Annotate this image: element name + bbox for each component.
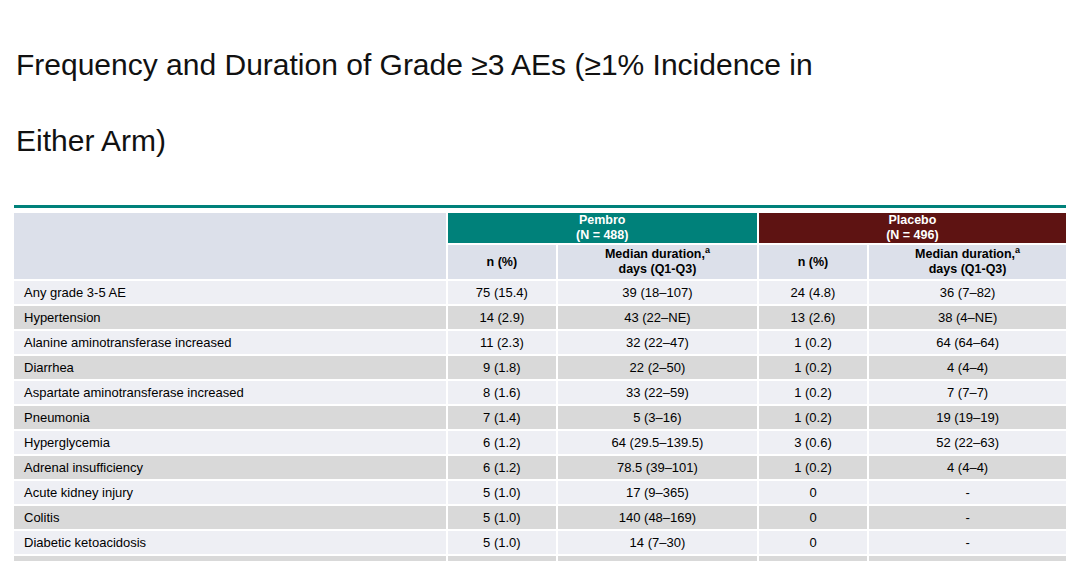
table-row: Acute kidney injury5 (1.0)17 (9–365)0-	[14, 481, 1066, 504]
table-row: Any grade 3-5 AE75 (15.4)39 (18–107)24 (…	[14, 281, 1066, 304]
value-cell: 0	[759, 531, 867, 554]
slide: Frequency and Duration of Grade ≥3 AEs (…	[0, 8, 1080, 561]
ae-frequency-duration-table: Pembro (N = 488) Placebo (N = 496) n (%)…	[12, 211, 1068, 561]
duration-header-text: Median duration,	[915, 247, 1015, 261]
value-cell: 1 (0.2)	[759, 406, 867, 429]
value-cell: 7 (7–7)	[869, 381, 1066, 404]
table-row: Fatigue5 (1.0)546 (122–NE)0-	[14, 556, 1066, 561]
placebo-group-n: (N = 496)	[763, 228, 1062, 243]
value-cell: 78.5 (39–101)	[558, 456, 757, 479]
ae-name-cell: Aspartate aminotransferase increased	[14, 381, 446, 404]
value-cell: -	[869, 506, 1066, 529]
placebo-group-header: Placebo (N = 496)	[759, 213, 1066, 243]
duration-header-units: days (Q1-Q3)	[619, 262, 697, 276]
ae-name-cell: Any grade 3-5 AE	[14, 281, 446, 304]
value-cell: 5 (1.0)	[448, 506, 556, 529]
value-cell: 11 (2.3)	[448, 331, 556, 354]
duration-header-units: days (Q1-Q3)	[929, 262, 1007, 276]
value-cell: -	[869, 556, 1066, 561]
value-cell: 0	[759, 556, 867, 561]
value-cell: 0	[759, 506, 867, 529]
value-cell: 3 (0.6)	[759, 431, 867, 454]
value-cell: 1 (0.2)	[759, 456, 867, 479]
ae-name-cell: Hypertension	[14, 306, 446, 329]
footnote-marker: a	[1015, 245, 1020, 255]
value-cell: 24 (4.8)	[759, 281, 867, 304]
pembro-group-header: Pembro (N = 488)	[448, 213, 757, 243]
value-cell: 14 (2.9)	[448, 306, 556, 329]
value-cell: 8 (1.6)	[448, 381, 556, 404]
ae-name-cell: Adrenal insufficiency	[14, 456, 446, 479]
value-cell: 75 (15.4)	[448, 281, 556, 304]
value-cell: 0	[759, 481, 867, 504]
ae-name-cell: Acute kidney injury	[14, 481, 446, 504]
page-title: Frequency and Duration of Grade ≥3 AEs (…	[16, 8, 1066, 198]
table-body: Any grade 3-5 AE75 (15.4)39 (18–107)24 (…	[14, 281, 1066, 561]
value-cell: 4 (4–4)	[869, 456, 1066, 479]
value-cell: 33 (22–59)	[558, 381, 757, 404]
value-cell: 32 (22–47)	[558, 331, 757, 354]
corner-cell	[14, 213, 446, 279]
pembro-n-pct-header: n (%)	[448, 245, 556, 279]
table-row: Hypertension14 (2.9)43 (22–NE)13 (2.6)38…	[14, 306, 1066, 329]
table-row: Pneumonia7 (1.4)5 (3–16)1 (0.2)19 (19–19…	[14, 406, 1066, 429]
ae-name-cell: Colitis	[14, 506, 446, 529]
ae-name-cell: Pneumonia	[14, 406, 446, 429]
value-cell: 13 (2.6)	[759, 306, 867, 329]
group-header-row: Pembro (N = 488) Placebo (N = 496)	[14, 213, 1066, 243]
duration-header-text: Median duration,	[605, 247, 705, 261]
value-cell: 36 (7–82)	[869, 281, 1066, 304]
table-row: Adrenal insufficiency6 (1.2)78.5 (39–101…	[14, 456, 1066, 479]
pembro-group-label: Pembro	[452, 213, 753, 228]
value-cell: 6 (1.2)	[448, 456, 556, 479]
value-cell: 7 (1.4)	[448, 406, 556, 429]
value-cell: -	[869, 481, 1066, 504]
value-cell: 5 (1.0)	[448, 481, 556, 504]
ae-name-cell: Alanine aminotransferase increased	[14, 331, 446, 354]
ae-name-cell: Hyperglycemia	[14, 431, 446, 454]
table-row: Diarrhea9 (1.8)22 (2–50)1 (0.2)4 (4–4)	[14, 356, 1066, 379]
placebo-duration-header: Median duration,a days (Q1-Q3)	[869, 245, 1066, 279]
table-row: Hyperglycemia6 (1.2)64 (29.5–139.5)3 (0.…	[14, 431, 1066, 454]
value-cell: 14 (7–30)	[558, 531, 757, 554]
page-title-line-1: Frequency and Duration of Grade ≥3 AEs (…	[16, 46, 1066, 84]
value-cell: 4 (4–4)	[869, 356, 1066, 379]
value-cell: 19 (19–19)	[869, 406, 1066, 429]
pembro-group-n: (N = 488)	[452, 228, 753, 243]
value-cell: 5 (3–16)	[558, 406, 757, 429]
value-cell: 39 (18–107)	[558, 281, 757, 304]
value-cell: 5 (1.0)	[448, 556, 556, 561]
placebo-n-pct-header: n (%)	[759, 245, 867, 279]
table-row: Diabetic ketoacidosis5 (1.0)14 (7–30)0-	[14, 531, 1066, 554]
value-cell: 9 (1.8)	[448, 356, 556, 379]
value-cell: 5 (1.0)	[448, 531, 556, 554]
page-title-line-2: Either Arm)	[16, 122, 1066, 160]
table-row: Aspartate aminotransferase increased8 (1…	[14, 381, 1066, 404]
table-row: Colitis5 (1.0)140 (48–169)0-	[14, 506, 1066, 529]
value-cell: 64 (64–64)	[869, 331, 1066, 354]
value-cell: 1 (0.2)	[759, 331, 867, 354]
value-cell: 64 (29.5–139.5)	[558, 431, 757, 454]
pembro-duration-header: Median duration,a days (Q1-Q3)	[558, 245, 757, 279]
value-cell: 6 (1.2)	[448, 431, 556, 454]
value-cell: -	[869, 531, 1066, 554]
value-cell: 1 (0.2)	[759, 356, 867, 379]
placebo-group-label: Placebo	[763, 213, 1062, 228]
ae-name-cell: Diarrhea	[14, 356, 446, 379]
value-cell: 17 (9–365)	[558, 481, 757, 504]
value-cell: 43 (22–NE)	[558, 306, 757, 329]
ae-name-cell: Fatigue	[14, 556, 446, 561]
footnote-marker: a	[705, 245, 710, 255]
title-underline-rule	[14, 205, 1066, 208]
ae-name-cell: Diabetic ketoacidosis	[14, 531, 446, 554]
value-cell: 140 (48–169)	[558, 506, 757, 529]
value-cell: 22 (2–50)	[558, 356, 757, 379]
table-header: Pembro (N = 488) Placebo (N = 496) n (%)…	[14, 213, 1066, 279]
value-cell: 546 (122–NE)	[558, 556, 757, 561]
value-cell: 38 (4–NE)	[869, 306, 1066, 329]
table-row: Alanine aminotransferase increased11 (2.…	[14, 331, 1066, 354]
value-cell: 1 (0.2)	[759, 381, 867, 404]
value-cell: 52 (22–63)	[869, 431, 1066, 454]
